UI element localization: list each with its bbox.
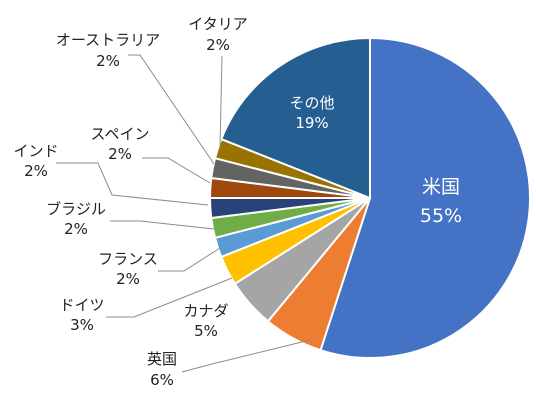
pie-slice-11 xyxy=(219,36,371,200)
leader-line-6 xyxy=(110,220,215,230)
slice-value-label-9: 2% xyxy=(96,52,120,70)
slice-label-6: ブラジル xyxy=(46,200,106,218)
slice-label-11: その他 xyxy=(289,94,334,112)
slice-label-3: カナダ xyxy=(183,302,228,320)
leader-line-7 xyxy=(56,162,209,206)
slice-value-label-1: 55% xyxy=(420,205,462,227)
slice-label-10: イタリア xyxy=(188,15,247,33)
slice-value-label-7: 2% xyxy=(24,162,48,180)
slice-value-label-11: 19% xyxy=(295,114,328,132)
slice-value-label-5: 2% xyxy=(116,270,140,288)
slice-label-9: オーストラリア xyxy=(56,31,160,49)
pie-slice-1 xyxy=(319,36,531,359)
slice-value-label-10: 2% xyxy=(206,36,230,54)
leader-line-5 xyxy=(158,247,221,272)
leader-line-4 xyxy=(106,277,233,318)
slice-value-label-4: 3% xyxy=(70,316,94,334)
slice-labels: 米国 55% 英国 6% カナダ 5% ドイツ 3% フランス 2% ブラジル 2% インド 2% スペイン… xyxy=(13,15,462,389)
slice-value-label-3: 5% xyxy=(194,322,218,340)
slice-label-4: ドイツ xyxy=(59,296,104,314)
leader-line-10 xyxy=(219,55,223,149)
leader-line-8 xyxy=(142,157,211,184)
slice-label-8: スペイン xyxy=(91,125,150,143)
pie-slices xyxy=(208,36,531,359)
slice-value-label-8: 2% xyxy=(108,145,132,163)
leader-lines xyxy=(56,54,311,373)
leader-line-9 xyxy=(128,54,215,165)
leader-line-2 xyxy=(181,339,311,373)
slice-label-1: 米国 xyxy=(422,176,460,198)
slice-value-label-6: 2% xyxy=(64,220,88,238)
slice-label-2: 英国 xyxy=(147,350,177,368)
slice-label-7: インド xyxy=(13,142,58,160)
slice-label-5: フランス xyxy=(98,250,158,268)
slice-value-label-2: 6% xyxy=(150,371,174,389)
